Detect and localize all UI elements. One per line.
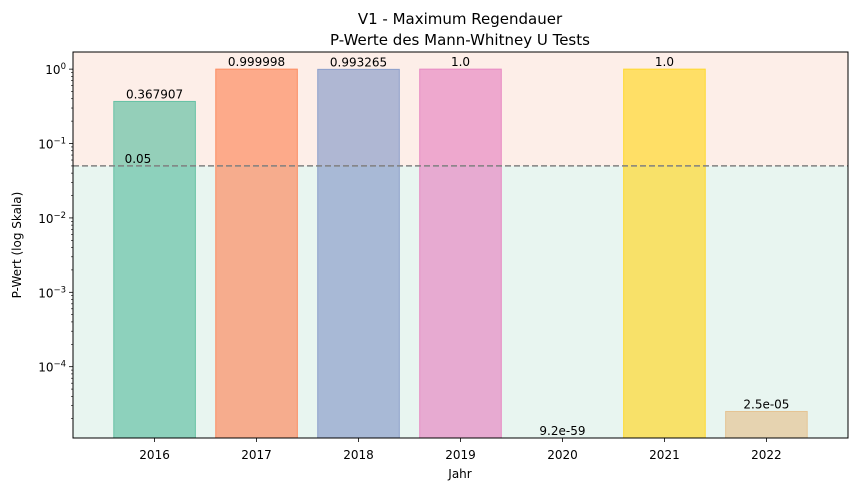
x-axis-label: Jahr: [447, 467, 471, 481]
data-label-2020: 9.2e-59: [539, 424, 585, 438]
bar-2021: [623, 68, 706, 439]
x-tick-label-2020: 2020: [547, 448, 578, 462]
y-tick-label: 10−3: [38, 285, 66, 300]
chart-subtitle: P-Werte des Mann-Whitney U Tests: [330, 31, 590, 49]
bar-2017: [215, 68, 298, 439]
data-label-2016: 0.367907: [126, 87, 183, 101]
data-label-2017: 0.999998: [228, 55, 285, 69]
data-label-2018: 0.993265: [330, 55, 387, 69]
data-label-2021: 1.0: [655, 55, 674, 69]
y-axis-label: P-Wert (log Skala): [10, 192, 24, 299]
bar-2019: [419, 68, 502, 439]
y-tick-label: 10−1: [38, 137, 66, 152]
threshold-label: 0.05: [125, 152, 152, 166]
x-tick-label-2016: 2016: [139, 448, 170, 462]
y-tick-label: 100: [45, 62, 66, 77]
x-tick-label-2021: 2021: [649, 448, 680, 462]
x-tick-label-2022: 2022: [751, 448, 782, 462]
y-tick-label: 10−4: [38, 360, 66, 375]
data-label-2022: 2.5e-05: [743, 397, 789, 411]
x-tick-label-2019: 2019: [445, 448, 476, 462]
data-label-2019: 1.0: [451, 55, 470, 69]
x-tick-label-2017: 2017: [241, 448, 272, 462]
bar-2018: [317, 68, 400, 439]
x-tick-label-2018: 2018: [343, 448, 374, 462]
chart-title: V1 - Maximum Regendauer: [358, 10, 563, 28]
bar-2022: [725, 410, 808, 439]
y-tick-label: 10−2: [38, 211, 66, 226]
